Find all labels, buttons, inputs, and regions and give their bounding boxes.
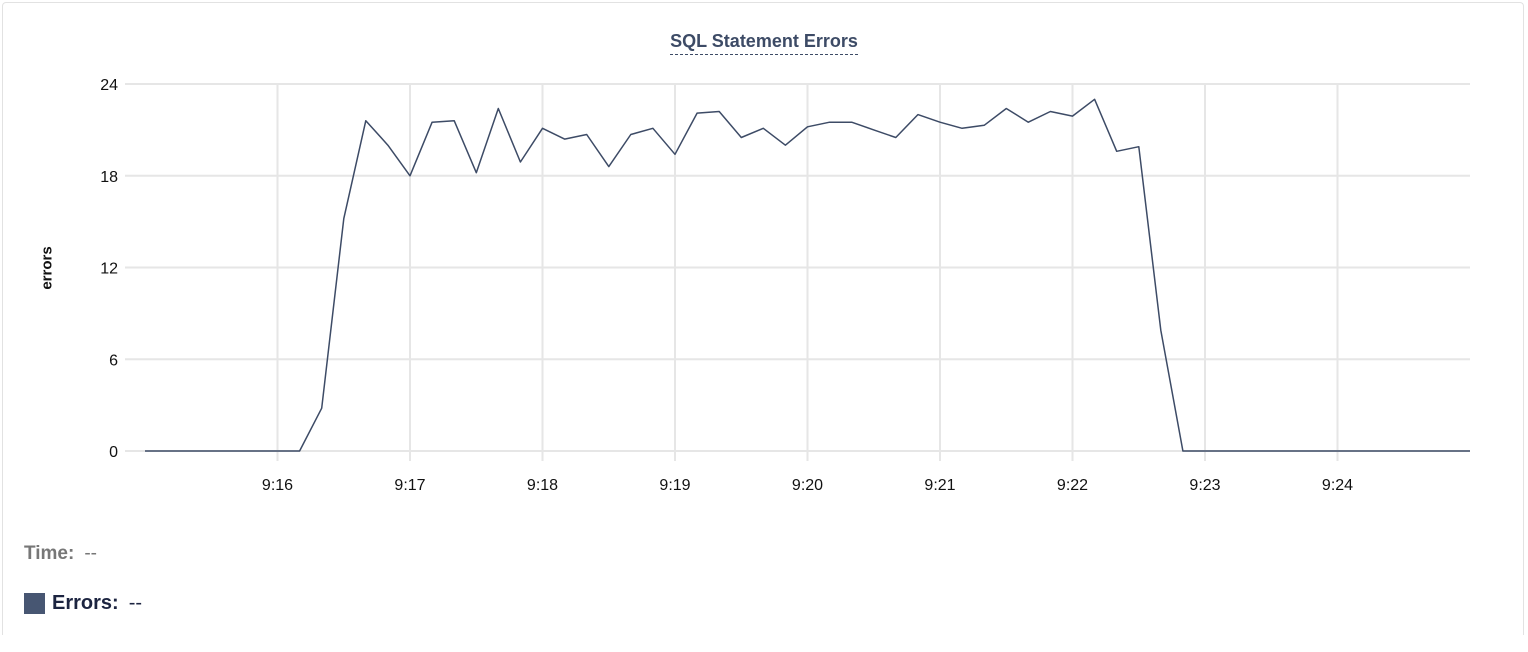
legend-time-value: -- (84, 543, 97, 564)
x-tick-label: 9:18 (527, 477, 558, 494)
y-tick-label: 12 (100, 261, 118, 278)
legend-time: Time: -- (24, 543, 97, 565)
chart-title-wrap: SQL Statement Errors (0, 31, 1528, 55)
x-tick-label: 9:16 (262, 477, 293, 494)
legend-time-label: Time: (24, 543, 75, 564)
x-tick-label: 9:23 (1189, 477, 1220, 494)
x-tick-label: 9:20 (792, 477, 823, 494)
legend-errors: Errors: -- (24, 592, 142, 615)
x-tick-label: 9:17 (394, 477, 425, 494)
y-tick-label: 6 (109, 352, 118, 369)
legend-errors-label: Errors: (52, 592, 119, 614)
line-chart[interactable]: 0 6 12 18 24 9:16 9:17 9:18 9:19 9:20 9:21 9:22 9:23… (0, 0, 1528, 520)
x-tick-label: 9:21 (924, 477, 955, 494)
chart-card (2, 2, 1524, 635)
y-tick-label: 24 (100, 77, 118, 94)
y-tick-label: 18 (100, 169, 118, 186)
series-line-errors (145, 98, 1470, 452)
errors-color-swatch (24, 593, 45, 614)
x-tick-label: 9:19 (659, 477, 690, 494)
chart-title[interactable]: SQL Statement Errors (670, 31, 858, 55)
x-tick-label: 9:22 (1057, 477, 1088, 494)
x-tick-label: 9:24 (1322, 477, 1353, 494)
legend-errors-value: -- (128, 592, 143, 614)
y-tick-label: 0 (109, 444, 118, 461)
